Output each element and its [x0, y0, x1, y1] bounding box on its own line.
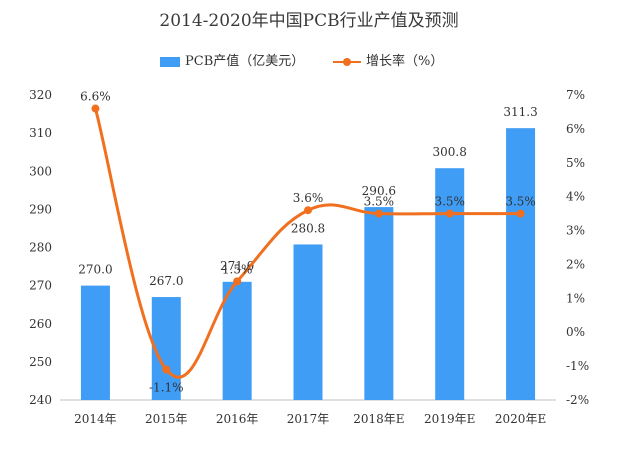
y-right-tick-label: 6% [566, 122, 585, 136]
y-left-tick-label: 320 [29, 88, 52, 102]
growth-rate-point [304, 206, 312, 215]
y-right-tick-label: 4% [566, 190, 585, 204]
bar [80, 285, 110, 400]
legend-item-line: 增长率（%） [333, 50, 443, 69]
y-left-tick-label: 250 [29, 355, 52, 369]
bar [293, 244, 323, 400]
bar [364, 207, 394, 400]
growth-rate-line [93, 108, 521, 379]
y-left-tick-label: 240 [29, 393, 52, 407]
x-tick-label: 2017年 [287, 412, 330, 426]
growth-rate-point [516, 209, 525, 218]
bar-data-label: 290.6 [362, 184, 396, 198]
growth-rate-point [91, 104, 100, 113]
y-right-tick-label: 2% [566, 257, 585, 271]
y-right-tick-label: -2% [566, 393, 589, 407]
legend: PCB产值（亿美元） 增长率（%） [0, 50, 618, 70]
x-tick-label: 2018年E [353, 412, 404, 426]
bar [222, 281, 252, 400]
growth-rate-point [162, 365, 171, 374]
growth-rate-data-label: 3.5% [434, 195, 465, 209]
x-tick-label: 2019年E [424, 412, 475, 426]
y-left-tick-label: 270 [29, 279, 52, 293]
growth-rate-data-label: 6.6% [80, 90, 111, 104]
y-right-tick-label: 0% [566, 325, 585, 339]
y-right-tick-label: 1% [566, 291, 585, 305]
legend-line-swatch [333, 57, 361, 67]
bar-data-label: 267.0 [149, 274, 183, 288]
y-left-tick-label: 260 [29, 317, 52, 331]
growth-rate-point [233, 277, 242, 286]
bar-data-label: 280.8 [291, 221, 325, 235]
bar [435, 168, 465, 400]
legend-bar-swatch [160, 56, 180, 67]
y-right-tick-label: -1% [566, 359, 589, 373]
bar-data-label: 311.3 [503, 105, 537, 119]
x-tick-label: 2015年 [145, 412, 188, 426]
growth-rate-data-label: 3.6% [293, 191, 324, 205]
y-left-tick-label: 290 [29, 202, 52, 216]
growth-rate-data-label: -1.1% [149, 381, 184, 395]
y-left-tick-label: 280 [29, 241, 52, 255]
y-right-tick-label: 5% [566, 156, 585, 170]
x-tick-label: 2020年E [495, 412, 546, 426]
y-right-tick-label: 7% [566, 88, 585, 102]
growth-rate-point [445, 209, 454, 218]
y-left-tick-label: 310 [29, 126, 52, 140]
bar-data-label: 300.8 [433, 145, 467, 159]
chart-title: 2014-2020年中国PCB行业产值及预测 [159, 11, 459, 31]
bar [506, 128, 536, 400]
x-tick-label: 2014年 [74, 412, 117, 426]
bar [151, 297, 181, 400]
y-left-tick-label: 300 [29, 164, 52, 178]
bar-data-label: 270.0 [78, 263, 112, 277]
legend-line-label: 增长率（%） [366, 54, 444, 69]
legend-bar-label: PCB产值（亿美元） [185, 54, 305, 69]
y-right-tick-label: 3% [566, 224, 585, 238]
x-tick-label: 2016年 [216, 412, 259, 426]
growth-rate-data-label: 3.5% [364, 195, 395, 209]
growth-rate-data-label: 1.5% [222, 262, 253, 276]
legend-item-bar: PCB产值（亿美元） [160, 50, 304, 69]
growth-rate-data-label: 3.5% [505, 195, 536, 209]
growth-rate-point [374, 209, 383, 218]
